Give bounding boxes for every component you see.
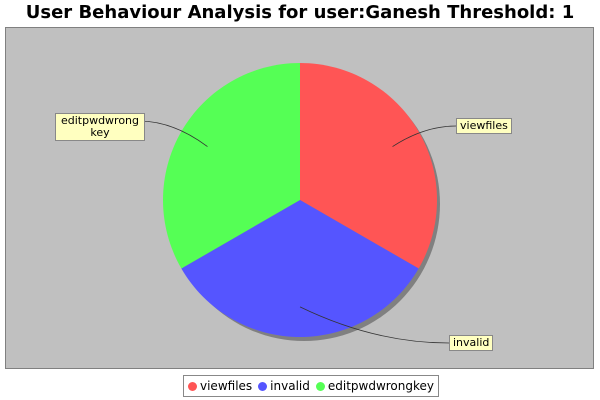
legend-item-editpwdwrongkey: editpwdwrongkey [315, 379, 435, 393]
legend-item-invalid: invalid [258, 379, 310, 393]
callout-editpwdwrongkey: editpwdwrong key [55, 113, 145, 141]
chart-title: User Behaviour Analysis for user:Ganesh … [25, 2, 575, 23]
legend-swatch-editpwdwrongkey [315, 381, 325, 391]
callout-viewfiles: viewfiles [456, 118, 512, 134]
pie-slice-editpwdwrongkey [163, 63, 300, 269]
leader-line-editpwdwrongkey [138, 120, 208, 147]
legend-label: viewfiles [200, 379, 253, 393]
legend-swatch-viewfiles [188, 381, 197, 391]
leader-line-viewfiles [392, 125, 457, 147]
pie-slice-viewfiles [300, 63, 437, 269]
legend-label: invalid [270, 379, 310, 393]
callout-invalid: invalid [449, 335, 494, 351]
leader-line-invalid [299, 306, 450, 344]
legend-swatch-invalid [258, 381, 268, 391]
legend-label: editpwdwrongkey [327, 379, 435, 393]
legend-item-viewfiles: viewfiles [188, 379, 252, 393]
legend: viewfiles invalid editpwdwrongkey [183, 375, 440, 397]
